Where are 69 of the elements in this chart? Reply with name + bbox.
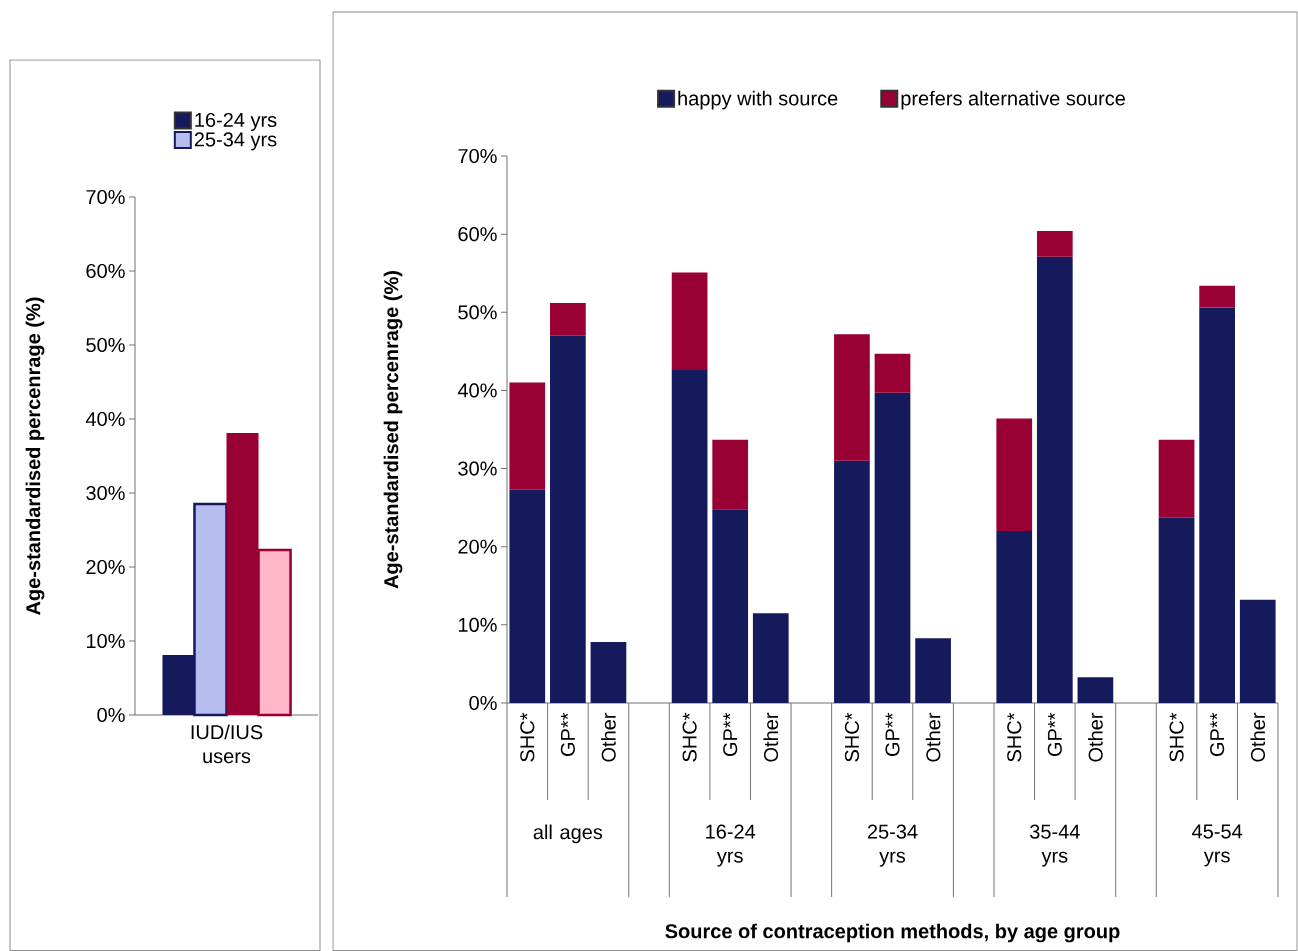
x-tick-label: IUD/IUS users <box>191 724 263 764</box>
x-tick-label: GP** <box>560 712 575 756</box>
bar <box>915 638 951 703</box>
bar <box>1158 517 1195 703</box>
bar <box>712 439 749 510</box>
y-tick-label: 20% <box>458 539 497 554</box>
legend-label: prefers alternative source <box>901 90 1125 110</box>
legend-label: 25-34 yrs <box>194 132 277 151</box>
x-tick-label: Other <box>925 712 941 762</box>
y-tick-label: 40% <box>457 383 497 398</box>
y-tick-label: 10% <box>458 617 497 632</box>
text: 45-54 yrs <box>1192 824 1243 867</box>
bar <box>1036 256 1073 703</box>
y-tick-label: 50% <box>458 305 497 320</box>
y-tick-label: 20% <box>86 559 125 575</box>
bar <box>874 353 911 393</box>
bar <box>590 642 627 703</box>
y-tick-label: 50% <box>86 337 125 353</box>
bar <box>834 334 870 461</box>
bar <box>671 370 708 703</box>
y-tick-label: 10% <box>86 633 125 649</box>
y-tick-label: 40% <box>85 411 125 427</box>
bar <box>996 418 1033 532</box>
y-tick-label: 60% <box>86 263 125 279</box>
text: 25-34 yrs <box>867 824 918 867</box>
bar <box>1077 677 1114 703</box>
bar <box>1239 599 1276 703</box>
bar <box>996 531 1033 703</box>
bar <box>1199 307 1235 703</box>
bar <box>712 509 749 703</box>
y-tick-label: 30% <box>86 485 125 501</box>
y-tick-label: 70% <box>86 189 125 205</box>
x-tick-label: SHC* <box>1007 712 1022 762</box>
x-tick-label: SHC* <box>682 712 697 762</box>
x-tick-label: GP** <box>885 712 900 756</box>
y-tick-label: 30% <box>458 461 497 476</box>
y-tick-label: 60% <box>458 227 497 242</box>
y-axis-title: Age-standardised percenrage (%) <box>25 297 45 615</box>
text: 16-24 yrs <box>706 824 756 867</box>
y-tick-label: 0% <box>97 707 125 723</box>
x-tick-label: Other <box>601 712 616 762</box>
bar <box>752 613 789 703</box>
x-tick-label: SHC* <box>844 712 859 762</box>
x-tick-label: SHC* <box>1169 712 1184 762</box>
bar <box>1199 285 1235 308</box>
text: all ages <box>533 824 603 844</box>
y-axis-title: Age-standardised percenrage (%) <box>383 271 403 589</box>
bar <box>874 392 911 703</box>
bar <box>550 335 586 703</box>
y-tick-label: 70% <box>458 148 497 164</box>
x-tick-label: GP** <box>723 712 738 756</box>
x-tick-label: GP** <box>1047 712 1062 756</box>
text: 35-44 yrs <box>1030 824 1080 867</box>
bar <box>509 382 546 490</box>
x-tick-label: Other <box>1088 712 1103 762</box>
bar <box>1158 439 1195 518</box>
bar <box>1036 231 1073 257</box>
legend-label: happy with source <box>678 90 838 110</box>
bar <box>509 489 546 703</box>
bar <box>550 302 586 336</box>
y-tick-label: 0% <box>469 695 497 711</box>
x-tick-label: Other <box>1250 712 1266 762</box>
x-tick-label: SHC* <box>520 712 535 762</box>
x-axis-title: Source of contraception methods, by age group <box>665 923 1120 943</box>
bar <box>671 272 708 371</box>
legend-label: 16-24 yrs <box>195 112 277 131</box>
bar <box>834 460 870 703</box>
x-tick-label: Other <box>763 712 779 762</box>
x-tick-label: GP** <box>1210 712 1225 756</box>
